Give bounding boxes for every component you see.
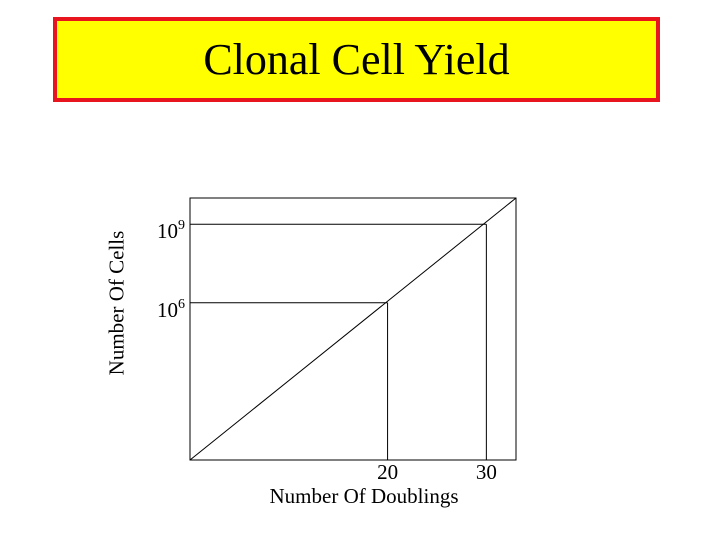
title-banner: Clonal Cell Yield	[53, 17, 660, 102]
x-axis-label: Number Of Doublings	[269, 484, 459, 508]
y-tick-label: 106	[157, 297, 185, 322]
x-tick-label: 20	[377, 460, 398, 484]
x-tick-label: 30	[476, 460, 497, 484]
plot-frame	[189, 197, 517, 461]
y-tick-label: 109	[157, 218, 185, 243]
chart-title: Clonal Cell Yield	[203, 34, 510, 84]
series-line	[189, 197, 517, 461]
